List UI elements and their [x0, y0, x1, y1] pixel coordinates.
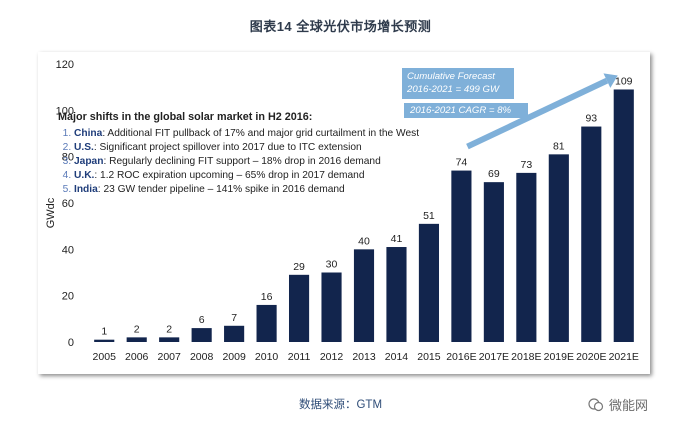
bar: [613, 89, 634, 342]
data-label: 16: [261, 291, 273, 303]
note-country: China: [74, 128, 103, 139]
y-tick-label: 40: [62, 244, 74, 256]
forecast-arrow-head: [603, 73, 618, 88]
x-tick-label: 2021E: [609, 351, 639, 363]
figure-title: 图表14 全球光伏市场增长预测: [249, 19, 432, 34]
x-tick-label: 2015: [417, 351, 441, 363]
data-label: 1: [101, 326, 107, 338]
x-tick-label: 2020E: [576, 351, 606, 363]
note-country: U.K.: [74, 170, 95, 181]
y-tick-label: 120: [56, 59, 74, 71]
data-label: 74: [456, 157, 468, 169]
data-label: 6: [199, 314, 205, 326]
data-label: 41: [391, 233, 403, 245]
bar-chart: 0 20 40 60 80 100 120 GWdc 1 2005 2 2006 2 2007 6 2008 7…: [45, 59, 639, 363]
bar: [548, 154, 569, 342]
note-country: India: [74, 184, 98, 195]
bar: [224, 325, 245, 342]
bar: [418, 223, 440, 342]
data-label: 29: [293, 261, 305, 273]
x-tick-label: 2007: [157, 351, 181, 363]
watermark: 微能网: [588, 395, 648, 414]
note-item: U.S.: Significant project spillover into…: [74, 141, 478, 155]
bar: [288, 274, 310, 342]
source-caption: 数据来源：GTM: [298, 399, 383, 411]
y-tick-label: 20: [62, 291, 74, 303]
bar: [386, 247, 407, 342]
bar: [451, 170, 472, 342]
note-text: : 23 GW tender pipeline – 141% spike in …: [97, 184, 345, 195]
data-label: 73: [521, 159, 533, 171]
data-label: 109: [615, 75, 633, 87]
bar: [94, 339, 115, 342]
x-tick-label: 2013: [352, 351, 376, 363]
bar: [321, 272, 342, 342]
x-tick-label: 2016E: [446, 351, 476, 363]
note-item: China: Additional FIT pullback of 17% an…: [74, 127, 478, 141]
y-tick-label: 100: [56, 105, 74, 117]
y-tick-label: 80: [62, 152, 74, 164]
bar: [483, 182, 504, 342]
data-label: 7: [231, 312, 237, 324]
note-item: Japan: Regularly declining FIT support –…: [74, 155, 478, 169]
y-tick-label: 0: [68, 337, 74, 349]
data-label: 2: [166, 323, 172, 335]
bar: [126, 337, 147, 342]
notes-title: Major shifts in the global solar market …: [58, 111, 313, 123]
x-tick-label: 2014: [385, 351, 409, 363]
bar: [191, 328, 212, 342]
bar: [581, 126, 602, 342]
x-tick-label: 2018E: [511, 351, 541, 363]
bar: [256, 304, 277, 342]
notes-list: China: Additional FIT pullback of 17% an…: [58, 127, 478, 197]
x-tick-label: 2010: [255, 351, 279, 363]
data-label: 40: [358, 235, 370, 247]
chart-notes: Major shifts in the global solar market …: [58, 110, 478, 197]
data-label: 2: [134, 323, 140, 335]
note-text: : Significant project spillover into 201…: [93, 142, 362, 153]
data-label: 30: [326, 259, 338, 271]
forecast-line-1: Cumulative Forecast: [407, 71, 495, 82]
data-label: 93: [585, 113, 597, 125]
wechat-logo-icon: [588, 397, 604, 411]
chart-frame: 0 20 40 60 80 100 120 GWdc 1 2005 2 2006 2 2007 6 2008 7…: [38, 52, 650, 374]
bar: [353, 249, 375, 342]
cumulative-forecast-box: Cumulative Forecast 2016-2021 = 499 GW: [402, 68, 514, 99]
x-tick-label: 2017E: [479, 351, 509, 363]
data-label: 51: [423, 210, 435, 222]
cagr-box: 2016-2021 CAGR = 8%: [404, 103, 528, 118]
note-text: : Regularly declining FIT support – 18% …: [103, 156, 381, 167]
note-country: Japan: [74, 156, 104, 167]
forecast-arrow-shaft: [466, 77, 609, 150]
note-country: U.S.: [74, 142, 94, 153]
note-text: : 1.2 ROC expiration upcoming – 65% drop…: [94, 170, 365, 181]
note-item: U.K.: 1.2 ROC expiration upcoming – 65% …: [74, 169, 478, 183]
x-tick-label: 2009: [222, 351, 246, 363]
x-tick-label: 2012: [320, 351, 344, 363]
note-item: India: 23 GW tender pipeline – 141% spik…: [74, 183, 478, 197]
data-label: 81: [553, 140, 565, 152]
x-tick-label: 2011: [288, 351, 311, 363]
x-tick-label: 2006: [125, 351, 149, 363]
y-axis-label: GWdc: [45, 197, 57, 228]
x-tick-label: 2019E: [544, 351, 574, 363]
x-tick-label: 2008: [190, 351, 214, 363]
data-label: 69: [488, 168, 500, 180]
bar: [159, 337, 180, 342]
watermark-text: 微能网: [609, 398, 649, 413]
x-tick-label: 2005: [93, 351, 117, 363]
y-tick-label: 60: [62, 198, 74, 210]
bar: [516, 172, 537, 342]
note-text: : Additional FIT pullback of 17% and maj…: [102, 128, 420, 139]
forecast-line-2: 2016-2021 = 499 GW: [407, 84, 500, 95]
